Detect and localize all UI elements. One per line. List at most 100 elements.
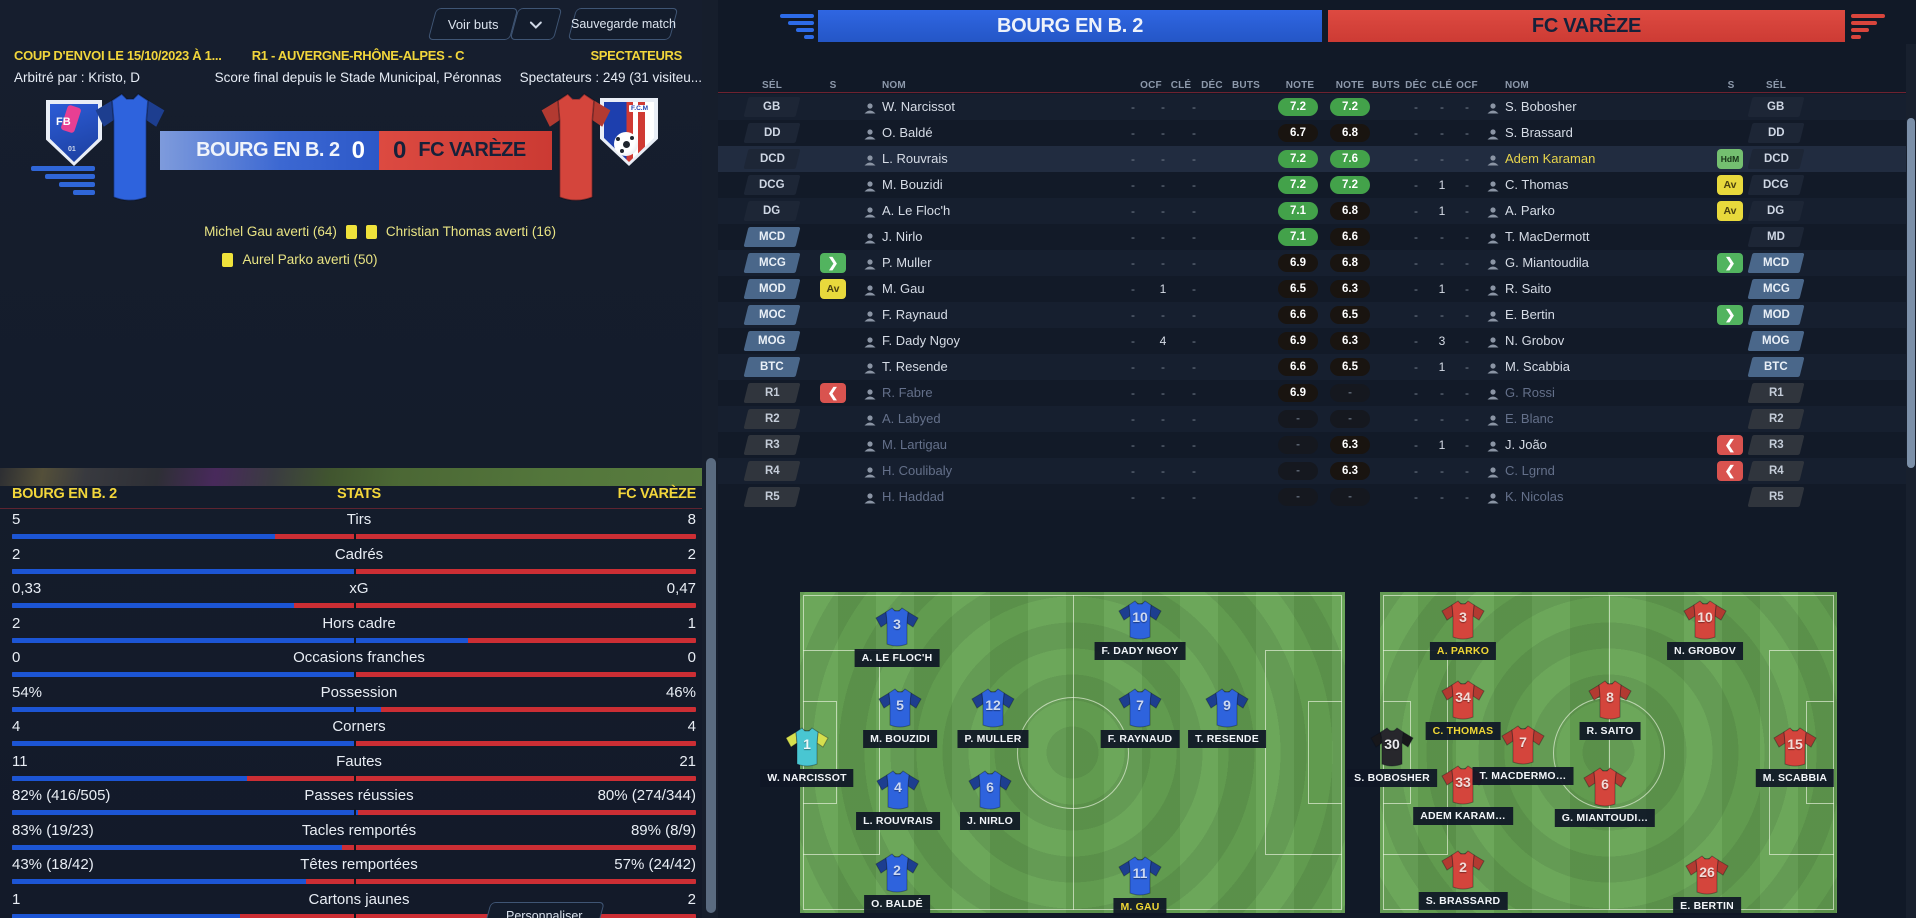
position-label: MOC [758, 309, 786, 321]
away-note-pill: 6.3 [1330, 332, 1370, 350]
pitch-player-home[interactable]: 11 [1118, 856, 1162, 896]
pitch-player-home[interactable]: 9 [1205, 688, 1249, 728]
pitch-player-away[interactable]: 10 [1683, 600, 1727, 640]
column-header-away-nom: NOM [1505, 80, 1529, 91]
pitch-player-home[interactable]: 10 [1118, 600, 1162, 640]
ratings-row-mod[interactable]: MOD Av M. Gau - 1 - 6.5 6.3 - 1 - R. Saito MCG [718, 276, 1906, 302]
away-dec: - [1414, 100, 1418, 114]
pitch-player-home[interactable]: 7 [1118, 688, 1162, 728]
away-team-name: FC VARÈZE [418, 139, 526, 161]
player-head-icon [864, 127, 876, 145]
left-panel-scrollbar-thumb[interactable] [706, 458, 716, 913]
pitch-player-away[interactable]: 26 [1685, 855, 1729, 895]
stat-bar [12, 774, 696, 782]
player-name[interactable]: E. Blanc [1505, 411, 1554, 426]
player-name[interactable]: L. Rouvrais [882, 151, 948, 166]
player-name[interactable]: M. Lartigau [882, 437, 948, 452]
player-name[interactable]: K. Nicolas [1505, 489, 1564, 504]
pitch-player-home[interactable]: 3 [875, 607, 919, 647]
player-name[interactable]: S. Bobosher [1505, 99, 1577, 114]
ratings-row-r2[interactable]: R2 A. Labyed - - - - - - - - E. Blanc R2 [718, 406, 1906, 432]
pitch-player-away[interactable]: 7 [1501, 725, 1545, 765]
player-name[interactable]: T. Resende [882, 359, 948, 374]
ratings-row-dg[interactable]: DG A. Le Floc'h - - - 7.1 6.8 - 1 - A. Parko Av DG [718, 198, 1906, 224]
pitch-player-label: R. SAITO [1579, 722, 1641, 740]
pitch-player-home[interactable]: 6 [968, 770, 1012, 810]
player-name[interactable]: Adem Karaman [1505, 151, 1596, 166]
pitch-player-label: L. ROUVRAIS [856, 812, 940, 830]
ratings-row-moc[interactable]: MOC F. Raynaud - - - 6.6 6.5 - - - E. Bertin ❯ MOD [718, 302, 1906, 328]
home-note-pill: - [1278, 462, 1318, 480]
ratings-row-mcd[interactable]: MCD J. Nirlo - - - 7.1 6.6 - - - T. MacDermott MD [718, 224, 1906, 250]
pitch-player-away[interactable]: 2 [1441, 850, 1485, 890]
away-dec: - [1414, 412, 1418, 426]
pitch-player-away[interactable]: 34 [1441, 680, 1485, 720]
home-position-pill: MCG [743, 253, 801, 273]
pitch-player-away[interactable]: 15 [1773, 727, 1817, 767]
player-head-icon [864, 283, 876, 301]
pitch-player-home[interactable]: 1 [785, 727, 829, 767]
away-dec: - [1414, 282, 1418, 296]
away-ocf: - [1465, 412, 1469, 426]
right-panel-scrollbar-thumb[interactable] [1907, 118, 1915, 468]
personnaliser-button[interactable]: Personnaliser [483, 902, 605, 918]
player-name[interactable]: F. Dady Ngoy [882, 333, 961, 348]
player-name[interactable]: N. Grobov [1505, 333, 1565, 348]
ratings-row-mog[interactable]: MOG F. Dady Ngoy - 4 - 6.9 6.3 - 3 - N. Grobov MOG [718, 328, 1906, 354]
player-name[interactable]: A. Le Floc'h [882, 203, 951, 218]
player-name[interactable]: R. Saito [1505, 281, 1552, 296]
position-label: R1 [1768, 387, 1784, 399]
pitch-player-home[interactable]: 12 [971, 688, 1015, 728]
player-name[interactable]: C. Thomas [1505, 177, 1569, 192]
ratings-row-r1[interactable]: R1 ❮ R. Fabre - - -6.9- - - - G. Rossi R1 [718, 380, 1906, 406]
ratings-row-dcd[interactable]: DCD L. Rouvrais - - - 7.2 7.6 - - - Adem Karaman Hd… [718, 146, 1906, 172]
ratings-row-r3[interactable]: R3 M. Lartigau - - - -6.3-1- J. João ❮ R3 [718, 432, 1906, 458]
player-name[interactable]: P. Muller [882, 255, 932, 270]
player-name[interactable]: A. Parko [1505, 203, 1555, 218]
ratings-row-btc[interactable]: BTC T. Resende - - - 6.6 6.5 - 1 - M. Scabbia BTC [718, 354, 1906, 380]
player-name[interactable]: R. Fabre [882, 385, 933, 400]
ratings-row-dcg[interactable]: DCG M. Bouzidi - - - 7.2 7.2 - 1 - C. Thomas Av DCG [718, 172, 1906, 198]
voir-buts-dropdown-button[interactable] [509, 8, 563, 40]
home-dec: - [1192, 464, 1196, 478]
player-name[interactable]: M. Gau [882, 281, 925, 296]
pitch-player-label: S. BRASSARD [1418, 892, 1508, 910]
ratings-row-dd[interactable]: DD O. Baldé - - - 6.7 6.8 - - - S. Brassard DD [718, 120, 1906, 146]
ratings-row-r4[interactable]: R4 H. Coulibaly - - - -6.3- - - C. Lgrnd ❮ R4 [718, 458, 1906, 484]
player-name[interactable]: G. Miantoudila [1505, 255, 1589, 270]
player-name[interactable]: G. Rossi [1505, 385, 1555, 400]
ratings-row-r5[interactable]: R5 H. Haddad - - - - - - - - K. Nicolas R5 [718, 484, 1906, 510]
away-ocf: - [1465, 126, 1469, 140]
away-dec: - [1414, 230, 1418, 244]
player-name[interactable]: E. Bertin [1505, 307, 1555, 322]
player-name[interactable]: F. Raynaud [882, 307, 948, 322]
ratings-row-gb[interactable]: GB W. Narcissot - - - 7.2 7.2 - - - S. Bobosher GB [718, 94, 1906, 120]
player-shirt-number: 10 [1697, 609, 1713, 625]
player-head-icon [1487, 179, 1499, 197]
voir-buts-button[interactable]: Voir buts [427, 8, 519, 40]
player-name[interactable]: M. Scabbia [1505, 359, 1571, 374]
sauvegarde-match-button[interactable]: Sauvegarde match [567, 8, 679, 40]
pitch-player-away[interactable]: 30 [1370, 727, 1414, 767]
player-name[interactable]: M. Bouzidi [882, 177, 943, 192]
right-panel-scrollbar[interactable] [1906, 44, 1916, 918]
player-name[interactable]: S. Brassard [1505, 125, 1573, 140]
player-name[interactable]: A. Labyed [882, 411, 941, 426]
pitch-player-away[interactable]: 8 [1588, 680, 1632, 720]
player-name[interactable]: H. Coulibaly [882, 463, 953, 478]
pitch-player-home[interactable]: 4 [876, 770, 920, 810]
pitch-player-away[interactable]: 3 [1441, 600, 1485, 640]
player-name[interactable]: J. Nirlo [882, 229, 923, 244]
pitch-player-home[interactable]: 2 [875, 853, 919, 893]
player-name[interactable]: O. Baldé [882, 125, 933, 140]
ratings-row-mcg[interactable]: MCG ❯ P. Muller - - - 6.9 6.8 - - - G. Miantoudila ❯… [718, 250, 1906, 276]
pitch-player-home[interactable]: 5 [878, 688, 922, 728]
player-name[interactable]: W. Narcissot [882, 99, 955, 114]
player-head-icon [1487, 439, 1499, 457]
stat-bar-home-portion [12, 741, 354, 746]
player-name[interactable]: T. MacDermott [1505, 229, 1590, 244]
player-name[interactable]: C. Lgrnd [1505, 463, 1555, 478]
pitch-player-away[interactable]: 6 [1583, 767, 1627, 807]
player-name[interactable]: J. João [1505, 437, 1547, 452]
player-name[interactable]: H. Haddad [882, 489, 945, 504]
